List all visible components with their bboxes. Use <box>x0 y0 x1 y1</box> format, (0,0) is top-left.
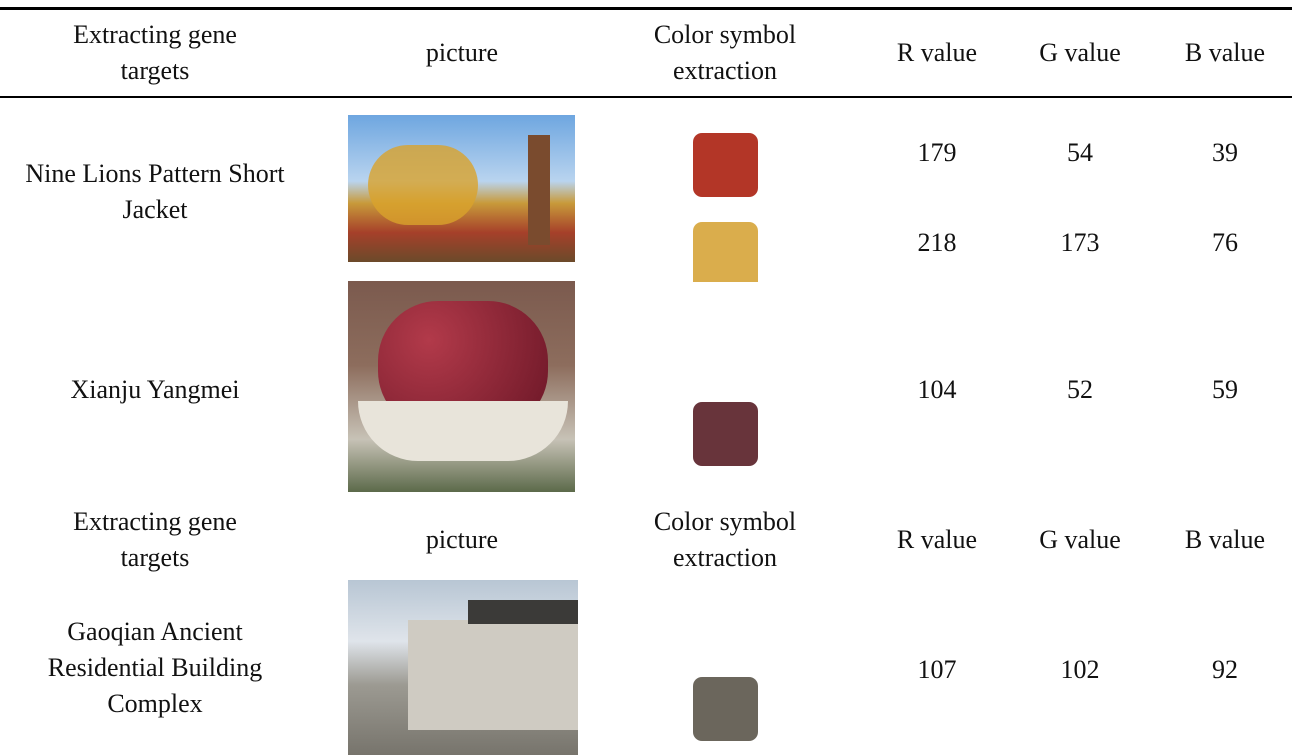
value-cell: 54 <box>1067 135 1093 171</box>
value-cell: 92 <box>1212 652 1238 688</box>
target-cell: Nine Lions Pattern Short Jacket <box>25 156 285 228</box>
value-cell: 102 <box>1061 652 1100 688</box>
photo <box>348 580 578 755</box>
header-cell: Color symbol extraction <box>635 17 815 89</box>
value-cell: 59 <box>1212 372 1238 408</box>
value-cell: 218 <box>918 225 957 261</box>
photo <box>348 115 575 262</box>
target-cell: Gaoqian Ancient Residential Building Com… <box>48 614 263 722</box>
value-cell: 104 <box>918 372 957 408</box>
header-cell: Color symbol extraction <box>635 504 815 576</box>
header-rule <box>0 96 1292 98</box>
value-cell: 52 <box>1067 372 1093 408</box>
header-cell: B value <box>1160 522 1290 558</box>
header-cell: Extracting gene targets <box>50 17 260 89</box>
color-swatch <box>693 402 758 466</box>
value-cell: 173 <box>1061 225 1100 261</box>
header-cell: B value <box>1160 35 1290 71</box>
photo <box>348 281 575 492</box>
header-cell: G value <box>1015 35 1145 71</box>
header-cell: picture <box>362 35 562 71</box>
header-cell: G value <box>1015 522 1145 558</box>
header-cell: R value <box>872 522 1002 558</box>
header-cell: R value <box>872 35 1002 71</box>
color-swatch <box>693 677 758 741</box>
value-cell: 179 <box>918 135 957 171</box>
target-cell: Xianju Yangmei <box>25 372 285 408</box>
table-page: Extracting gene targets picture Color sy… <box>0 0 1292 755</box>
header-cell: Extracting gene targets <box>50 504 260 576</box>
value-cell: 39 <box>1212 135 1238 171</box>
color-swatch <box>693 133 758 197</box>
top-rule <box>0 7 1292 10</box>
header-cell: picture <box>362 522 562 558</box>
value-cell: 107 <box>918 652 957 688</box>
value-cell: 76 <box>1212 225 1238 261</box>
color-swatch <box>693 222 758 282</box>
